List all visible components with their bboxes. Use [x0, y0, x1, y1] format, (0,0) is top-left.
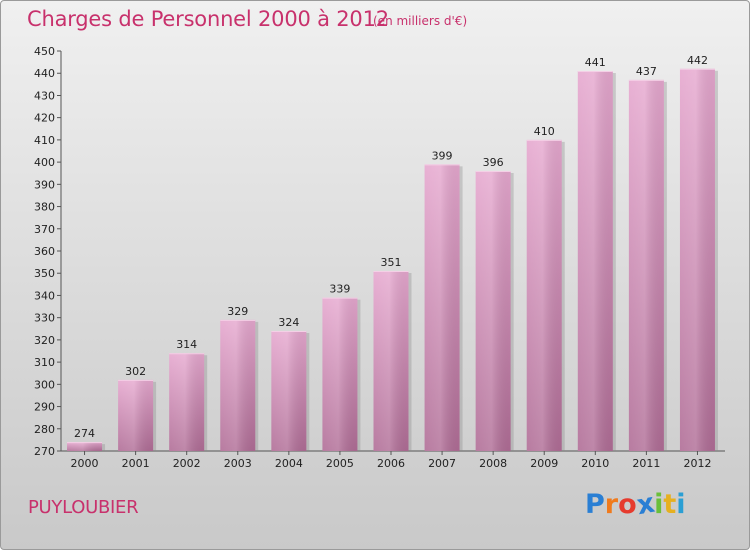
y-tick-label: 440	[34, 67, 55, 80]
logo-letter: P	[585, 489, 605, 520]
y-tick-label: 420	[34, 112, 55, 125]
y-tick-label: 330	[34, 312, 55, 325]
bar-shine	[373, 271, 409, 451]
x-tick-label-2009: 2009	[530, 457, 558, 470]
bar-shine	[628, 79, 664, 451]
y-tick-label: 430	[34, 89, 55, 102]
data-label-2005: 339	[329, 283, 350, 296]
x-tick-label-2008: 2008	[479, 457, 507, 470]
bar-shine	[475, 171, 511, 451]
data-label-2010: 441	[585, 56, 606, 69]
y-tick-label: 300	[34, 378, 55, 391]
x-tick-label-2001: 2001	[122, 457, 150, 470]
y-tick-label: 280	[34, 423, 55, 436]
logo-letter: i	[676, 489, 686, 520]
x-tick-label-2005: 2005	[326, 457, 354, 470]
y-tick-label: 360	[34, 245, 55, 258]
x-tick-label-2002: 2002	[173, 457, 201, 470]
data-label-2008: 396	[483, 156, 504, 169]
bar-shine	[271, 331, 307, 451]
chart-subtitle: (en milliers d'€)	[373, 14, 468, 28]
bar-shine	[424, 164, 460, 452]
data-label-2006: 351	[381, 256, 402, 269]
bar-shine	[118, 379, 154, 451]
x-tick-label-2000: 2000	[71, 457, 99, 470]
y-tick-label: 310	[34, 356, 55, 369]
x-tick-label-2012: 2012	[683, 457, 711, 470]
y-tick-label: 320	[34, 334, 55, 347]
bar-shine	[220, 319, 256, 451]
data-label-2004: 324	[278, 316, 299, 329]
chart-bars: 274 302 314 329 324 339 351 399 396 410 441 437 442	[67, 54, 718, 452]
x-tick-label-2006: 2006	[377, 457, 405, 470]
logo-letter: i	[654, 489, 664, 520]
x-tick-label-2007: 2007	[428, 457, 456, 470]
y-tick-label: 380	[34, 201, 55, 214]
commune-name: PUYLOUBIER	[28, 497, 139, 518]
y-tick-label: 270	[34, 445, 55, 458]
y-tick-label: 390	[34, 178, 55, 191]
y-tick-label: 450	[34, 45, 55, 58]
proxiti-logo: Proxiti	[585, 488, 686, 522]
logo-letter: t	[663, 489, 677, 520]
y-tick-label: 410	[34, 134, 55, 147]
x-tick-label-2011: 2011	[632, 457, 660, 470]
data-label-2012: 442	[687, 54, 708, 67]
y-tick-label: 350	[34, 267, 55, 280]
x-tick-label-2010: 2010	[581, 457, 609, 470]
y-tick-label: 370	[34, 223, 55, 236]
x-tick-label-2004: 2004	[275, 457, 303, 470]
bar-shine	[526, 139, 562, 451]
data-label-2011: 437	[636, 65, 657, 78]
logo-letter: o	[618, 489, 637, 520]
bar-shine	[322, 297, 358, 451]
y-tick-label: 340	[34, 289, 55, 302]
data-label-2001: 302	[125, 365, 146, 378]
logo-letter: r	[604, 489, 619, 520]
data-label-2003: 329	[227, 305, 248, 318]
x-tick-label-2003: 2003	[224, 457, 252, 470]
bar-shine	[679, 68, 715, 452]
y-tick-label: 290	[34, 401, 55, 414]
data-label-2002: 314	[176, 338, 197, 351]
y-tick-label: 400	[34, 156, 55, 169]
data-label-2007: 399	[432, 149, 453, 162]
chart-axes: 270 280 290 300 310 320 330 340 350 360 370 380 390 4…	[34, 45, 725, 470]
data-label-2009: 410	[534, 125, 555, 138]
chart-title: Charges de Personnel 2000 à 2012	[27, 7, 389, 31]
bar-shine	[67, 442, 103, 451]
bar-shine	[169, 353, 205, 451]
bar-shine	[577, 71, 613, 451]
data-label-2000: 274	[74, 427, 95, 440]
